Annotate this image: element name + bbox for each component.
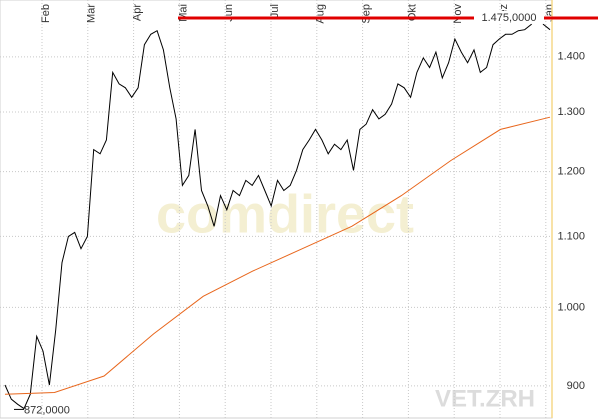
x-tick-label: Apr bbox=[132, 4, 144, 21]
y-tick-label: 1.100 bbox=[557, 230, 585, 242]
low-label: 872,0000 bbox=[24, 404, 70, 416]
y-tick-label: 1.000 bbox=[557, 301, 585, 313]
x-tick-label: Nov bbox=[452, 4, 464, 24]
x-tick-label: Sep bbox=[361, 4, 373, 24]
watermark: comdirect bbox=[156, 184, 414, 244]
high-label: 1.475,0000 bbox=[481, 12, 536, 24]
high-label-bg bbox=[474, 10, 544, 24]
x-tick-label: Aug bbox=[315, 4, 327, 24]
plot-area bbox=[0, 0, 553, 419]
x-tick-label: Feb bbox=[40, 4, 52, 23]
average-line bbox=[4, 116, 551, 395]
price-line bbox=[4, 15, 551, 410]
x-tick-label: Jul bbox=[269, 4, 281, 18]
x-tick-label: Mar bbox=[86, 4, 98, 23]
symbol: VET.ZRH bbox=[435, 385, 535, 412]
y-tick-label: 1.400 bbox=[557, 51, 585, 63]
y-tick-label: 1.300 bbox=[557, 106, 585, 118]
y-tick-label: 1.200 bbox=[557, 166, 585, 178]
y-tick-label: 900 bbox=[567, 380, 585, 392]
